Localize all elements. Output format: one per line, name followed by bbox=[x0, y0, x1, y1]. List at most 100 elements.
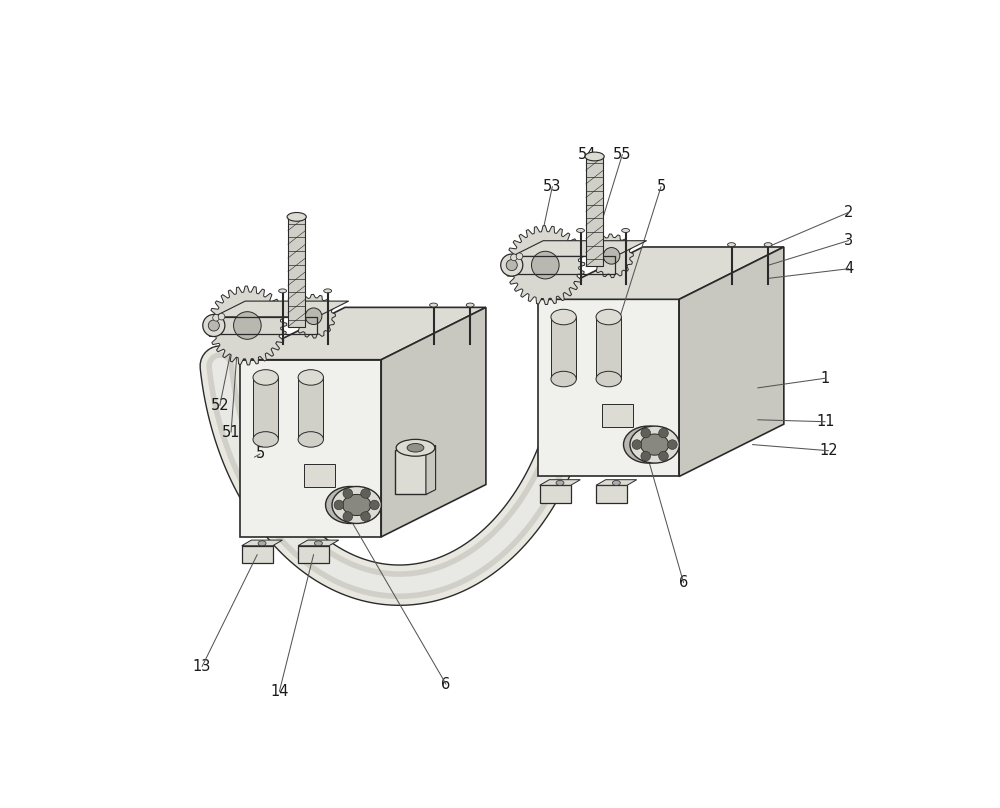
Ellipse shape bbox=[551, 309, 576, 325]
Text: 11: 11 bbox=[816, 415, 835, 429]
Text: 5: 5 bbox=[255, 447, 265, 461]
Polygon shape bbox=[538, 299, 679, 477]
Circle shape bbox=[361, 511, 370, 521]
Polygon shape bbox=[208, 286, 287, 365]
Ellipse shape bbox=[407, 444, 424, 452]
Polygon shape bbox=[540, 480, 580, 486]
Bar bbox=[242, 545, 273, 563]
Circle shape bbox=[305, 308, 322, 325]
Polygon shape bbox=[298, 540, 339, 545]
Circle shape bbox=[234, 312, 261, 339]
Polygon shape bbox=[253, 377, 278, 440]
Text: 4: 4 bbox=[844, 261, 853, 276]
Text: 6: 6 bbox=[679, 575, 688, 591]
Ellipse shape bbox=[287, 213, 306, 221]
Circle shape bbox=[370, 500, 379, 510]
Polygon shape bbox=[596, 317, 621, 379]
Text: 51: 51 bbox=[222, 425, 240, 440]
Bar bbox=[596, 486, 627, 503]
Circle shape bbox=[218, 314, 225, 320]
Circle shape bbox=[668, 440, 677, 449]
Polygon shape bbox=[298, 377, 323, 440]
Circle shape bbox=[531, 251, 559, 279]
Ellipse shape bbox=[764, 242, 772, 246]
Circle shape bbox=[641, 452, 651, 461]
Text: 3: 3 bbox=[844, 233, 853, 248]
Text: 55: 55 bbox=[613, 147, 632, 162]
Ellipse shape bbox=[622, 229, 630, 233]
Ellipse shape bbox=[326, 486, 375, 524]
Ellipse shape bbox=[596, 372, 621, 387]
Ellipse shape bbox=[343, 494, 371, 516]
Polygon shape bbox=[240, 360, 381, 537]
Polygon shape bbox=[242, 540, 282, 545]
Bar bbox=[540, 486, 571, 503]
Ellipse shape bbox=[314, 541, 322, 545]
Circle shape bbox=[343, 511, 353, 521]
Ellipse shape bbox=[430, 303, 438, 307]
Polygon shape bbox=[506, 225, 585, 305]
Ellipse shape bbox=[279, 289, 287, 292]
Circle shape bbox=[343, 489, 353, 499]
Text: 2: 2 bbox=[844, 205, 853, 220]
Circle shape bbox=[659, 452, 668, 461]
Ellipse shape bbox=[466, 303, 474, 307]
Polygon shape bbox=[292, 294, 335, 338]
Ellipse shape bbox=[556, 481, 564, 486]
Text: 12: 12 bbox=[819, 444, 838, 458]
Polygon shape bbox=[426, 445, 436, 494]
Ellipse shape bbox=[324, 289, 332, 292]
Ellipse shape bbox=[551, 372, 576, 387]
Text: 14: 14 bbox=[270, 684, 289, 699]
Ellipse shape bbox=[585, 152, 604, 161]
Ellipse shape bbox=[596, 309, 621, 325]
Ellipse shape bbox=[728, 242, 735, 246]
Ellipse shape bbox=[641, 434, 669, 455]
Circle shape bbox=[641, 428, 651, 438]
Polygon shape bbox=[679, 247, 784, 477]
Circle shape bbox=[511, 254, 517, 261]
Circle shape bbox=[361, 489, 370, 499]
Bar bbox=[298, 545, 329, 563]
Polygon shape bbox=[586, 157, 603, 267]
Circle shape bbox=[659, 428, 668, 438]
Text: 13: 13 bbox=[193, 659, 211, 674]
Bar bbox=[512, 256, 615, 274]
Ellipse shape bbox=[332, 486, 381, 524]
Circle shape bbox=[501, 254, 523, 276]
Text: 54: 54 bbox=[578, 147, 596, 162]
Polygon shape bbox=[596, 480, 637, 486]
Text: 53: 53 bbox=[543, 179, 562, 194]
Ellipse shape bbox=[630, 426, 679, 463]
Polygon shape bbox=[590, 234, 633, 278]
Circle shape bbox=[208, 320, 219, 331]
Bar bbox=[214, 317, 317, 335]
Polygon shape bbox=[240, 307, 486, 360]
Bar bbox=[602, 404, 633, 427]
Text: 6: 6 bbox=[441, 677, 451, 692]
Circle shape bbox=[213, 314, 219, 321]
Ellipse shape bbox=[396, 440, 435, 457]
Circle shape bbox=[203, 314, 225, 337]
Text: 1: 1 bbox=[821, 371, 830, 385]
Text: 52: 52 bbox=[210, 398, 229, 413]
Circle shape bbox=[516, 253, 523, 259]
Circle shape bbox=[334, 500, 344, 510]
Ellipse shape bbox=[258, 541, 266, 545]
Ellipse shape bbox=[612, 481, 620, 486]
Circle shape bbox=[603, 247, 620, 264]
Polygon shape bbox=[512, 241, 647, 256]
Polygon shape bbox=[214, 301, 349, 317]
Ellipse shape bbox=[624, 426, 673, 463]
Bar bbox=[304, 465, 335, 487]
Ellipse shape bbox=[253, 370, 278, 385]
Text: 5: 5 bbox=[656, 179, 666, 194]
Ellipse shape bbox=[577, 229, 584, 233]
Ellipse shape bbox=[298, 370, 323, 385]
Bar bbox=[395, 450, 426, 494]
Polygon shape bbox=[381, 307, 486, 537]
Ellipse shape bbox=[253, 431, 278, 447]
Polygon shape bbox=[538, 247, 784, 299]
Circle shape bbox=[506, 259, 517, 271]
Ellipse shape bbox=[298, 431, 323, 447]
